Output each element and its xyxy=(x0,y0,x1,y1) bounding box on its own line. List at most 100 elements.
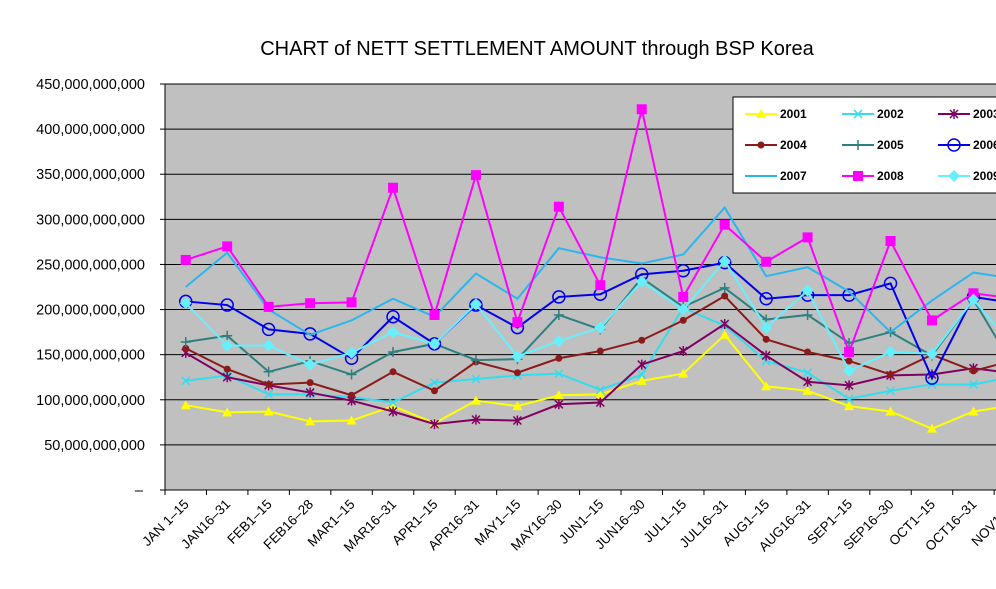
legend-marker xyxy=(949,109,959,119)
data-point-2009 xyxy=(925,347,938,360)
axes xyxy=(164,84,996,491)
data-point-2003 xyxy=(595,397,605,408)
data-point-2003 xyxy=(720,318,730,329)
data-point-2003 xyxy=(844,380,854,391)
data-point-2004 xyxy=(348,391,356,399)
data-point-2002 xyxy=(388,397,398,408)
legend-marker xyxy=(853,171,863,181)
data-point-2002 xyxy=(429,378,440,388)
data-point-2002 xyxy=(264,389,274,399)
series-line-2001 xyxy=(185,333,996,430)
data-point-2002 xyxy=(471,374,481,384)
data-point-2009 xyxy=(801,284,814,297)
data-point-2005 xyxy=(263,366,274,377)
data-point-2009 xyxy=(594,321,607,334)
data-point-2008 xyxy=(346,297,357,308)
data-point-2004 xyxy=(762,335,770,343)
data-point-2003 xyxy=(471,414,481,425)
data-point-2003 xyxy=(512,415,522,426)
data-point-2004 xyxy=(182,344,190,352)
data-point-2001 xyxy=(595,389,606,399)
data-point-2009 xyxy=(635,275,648,288)
series-2007 xyxy=(185,205,996,336)
legend-label: 2009 xyxy=(973,169,996,183)
y-tick-label: 150,000,000,000 xyxy=(36,348,145,364)
data-point-2004 xyxy=(721,292,729,300)
data-point-2002 xyxy=(968,379,978,389)
data-point-2001 xyxy=(305,416,316,426)
legend-marker xyxy=(853,140,863,150)
legend-label: 2008 xyxy=(877,169,904,183)
legend-label: 2003 xyxy=(973,107,996,121)
legend-item-2009: 2009 xyxy=(938,169,996,183)
data-point-2009 xyxy=(221,339,234,352)
legend-marker xyxy=(757,141,765,149)
data-point-2001 xyxy=(553,390,564,400)
series-line-2008 xyxy=(185,109,996,355)
y-tick-label: 100,000,000,000 xyxy=(36,393,145,409)
legend-label: 2001 xyxy=(780,107,807,121)
data-point-2008 xyxy=(222,241,233,252)
data-point-2009 xyxy=(677,303,690,316)
data-point-2001 xyxy=(470,395,481,405)
data-point-2004 xyxy=(679,316,687,324)
data-point-2005 xyxy=(180,337,191,348)
data-point-2002 xyxy=(637,369,647,380)
data-point-2008 xyxy=(470,170,481,181)
data-point-2001 xyxy=(222,407,233,417)
legend-item-2004: 2004 xyxy=(745,138,807,152)
data-point-2002 xyxy=(595,385,605,395)
legend-label: 2007 xyxy=(780,169,807,183)
data-point-2005 xyxy=(802,309,813,320)
data-point-2009 xyxy=(884,345,897,358)
data-point-2008 xyxy=(595,280,606,291)
y-tick-label: 300,000,000,000 xyxy=(36,212,145,228)
data-point-2006 xyxy=(261,322,276,337)
legend-item-2005: 2005 xyxy=(842,138,904,152)
legend-marker xyxy=(947,138,961,152)
data-point-2002 xyxy=(554,369,564,379)
data-point-2003 xyxy=(305,387,315,398)
data-point-2006 xyxy=(759,291,773,306)
data-point-2006 xyxy=(883,276,898,291)
data-point-2006 xyxy=(220,298,234,312)
series-2001 xyxy=(180,329,996,433)
data-point-2006 xyxy=(552,290,566,304)
data-point-2009 xyxy=(469,298,482,311)
data-point-2008 xyxy=(305,298,316,309)
legend: 2001 2002 2003 2004 2005 2006 2007 2008 2009 xyxy=(732,96,996,194)
data-point-2009 xyxy=(552,335,565,348)
y-tick-label: 200,000,000,000 xyxy=(36,303,145,319)
data-point-2009 xyxy=(304,358,317,371)
legend-item-2003: 2003 xyxy=(938,107,996,121)
data-point-2003 xyxy=(678,346,688,357)
legend-label: 2005 xyxy=(877,138,904,152)
data-point-2008 xyxy=(263,301,274,312)
data-point-2001 xyxy=(968,406,979,416)
series-2002 xyxy=(181,303,996,408)
data-point-2009 xyxy=(345,346,358,359)
data-point-2005 xyxy=(553,309,564,320)
legend-marker xyxy=(756,109,766,118)
series-line-2005 xyxy=(185,276,996,376)
data-point-2002 xyxy=(844,394,854,404)
data-point-2001 xyxy=(263,406,274,416)
data-point-2005 xyxy=(222,330,233,341)
data-point-2004 xyxy=(804,348,812,356)
data-point-2008 xyxy=(512,317,523,328)
data-point-2009 xyxy=(718,254,731,267)
series-layer xyxy=(178,104,996,433)
data-point-2009 xyxy=(760,321,773,334)
legend-label: 2002 xyxy=(877,107,904,121)
data-point-2001 xyxy=(885,406,896,416)
data-point-2009 xyxy=(262,339,275,352)
data-point-2008 xyxy=(429,309,440,320)
data-point-2004 xyxy=(430,387,438,395)
legend-label: 2006 xyxy=(973,138,996,152)
data-point-2003 xyxy=(429,419,440,430)
y-tick-label: 450,000,000,000 xyxy=(36,77,145,93)
legend-item-2001: 2001 xyxy=(745,107,807,121)
data-point-2001 xyxy=(761,381,772,391)
data-point-2001 xyxy=(388,401,399,411)
series-2008 xyxy=(180,104,996,357)
